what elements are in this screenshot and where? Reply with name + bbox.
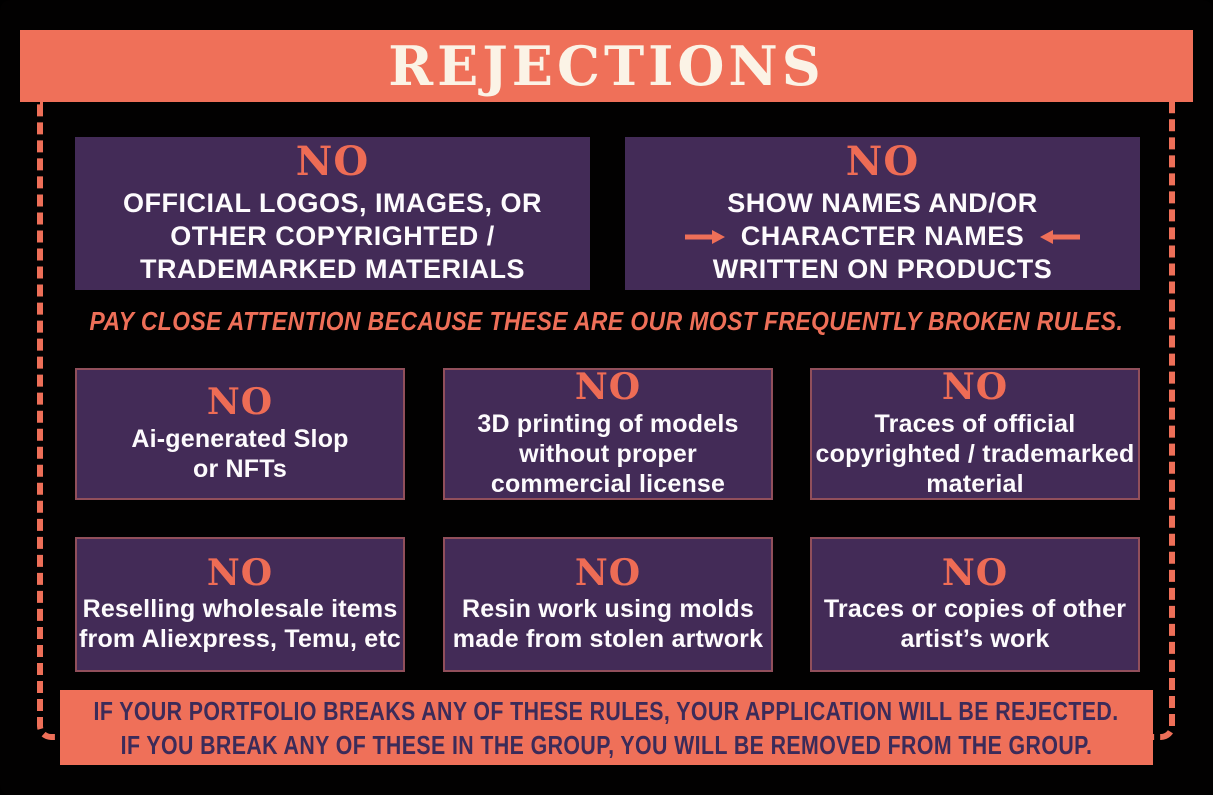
rule-text-line: Ai-generated Slop	[131, 424, 349, 453]
rule-text-line: commercial license	[490, 469, 726, 498]
rule-text-line: OFFICIAL LOGOS, IMAGES, OR	[122, 188, 542, 218]
rule-text-line: Reselling wholesale items	[82, 595, 398, 624]
rule-card-ai-slop: NO Ai-generated Slop or NFTs	[75, 368, 405, 500]
no-label: NO	[574, 366, 642, 409]
rule-card-traces-artists: NO Traces or copies of other artist’s wo…	[810, 537, 1140, 672]
rule-text: CHARACTER NAMES	[740, 221, 1025, 251]
footer-line: IF YOUR PORTFOLIO BREAKS ANY OF THESE RU…	[93, 695, 1120, 726]
no-label: NO	[574, 551, 642, 594]
rule-text-line: material	[926, 469, 1024, 498]
page-title: REJECTIONS	[388, 34, 825, 98]
no-label: NO	[206, 551, 274, 594]
rule-text-line: from Aliexpress, Temu, etc	[79, 625, 401, 654]
rule-text-line: without proper	[519, 439, 697, 468]
header-bar: REJECTIONS	[20, 30, 1193, 102]
rule-card-3d-printing: NO 3D printing of models without proper …	[443, 368, 773, 500]
attention-note: PAY CLOSE ATTENTION BECAUSE THESE ARE OU…	[0, 306, 1213, 337]
no-label: NO	[845, 138, 920, 185]
left-arrow-icon	[1040, 229, 1081, 244]
rule-card-traces-official: NO Traces of official copyrighted / trad…	[810, 368, 1140, 500]
rule-card-show-names: NO SHOW NAMES AND/OR CHARACTER NAMES WRI…	[625, 137, 1140, 290]
rule-text-line: made from stolen artwork	[452, 625, 764, 654]
rule-text-line: OTHER COPYRIGHTED /	[170, 221, 495, 251]
rule-text-line-with-arrows: CHARACTER NAMES	[684, 220, 1081, 253]
footer-warning-bar: IF YOUR PORTFOLIO BREAKS ANY OF THESE RU…	[60, 690, 1153, 765]
rule-text-line: Traces or copies of other	[823, 595, 1127, 624]
no-label: NO	[206, 381, 274, 424]
rule-text-line: TRADEMARKED MATERIALS	[140, 254, 525, 284]
no-label: NO	[941, 366, 1009, 409]
rule-text-line: copyrighted / trademarked	[815, 439, 1135, 468]
right-arrow-icon	[684, 229, 725, 244]
rule-card-official-logos: NO OFFICIAL LOGOS, IMAGES, OR OTHER COPY…	[75, 137, 590, 290]
rule-text-line: 3D printing of models	[477, 409, 739, 438]
no-label: NO	[941, 551, 1009, 594]
no-label: NO	[295, 138, 370, 185]
rule-text-line: WRITTEN ON PRODUCTS	[712, 254, 1053, 284]
rule-card-reselling: NO Reselling wholesale items from Aliexp…	[75, 537, 405, 672]
rule-card-resin-molds: NO Resin work using molds made from stol…	[443, 537, 773, 672]
rule-text-line: or NFTs	[193, 454, 287, 483]
rule-text-line: Resin work using molds	[462, 595, 754, 624]
attention-note-text: PAY CLOSE ATTENTION BECAUSE THESE ARE OU…	[89, 306, 1124, 336]
footer-line: IF YOU BREAK ANY OF THESE IN THE GROUP, …	[120, 729, 1093, 760]
rule-text-line: SHOW NAMES AND/OR	[727, 188, 1038, 218]
rule-text-line: artist’s work	[900, 625, 1050, 654]
rule-text-line: Traces of official	[874, 409, 1076, 438]
